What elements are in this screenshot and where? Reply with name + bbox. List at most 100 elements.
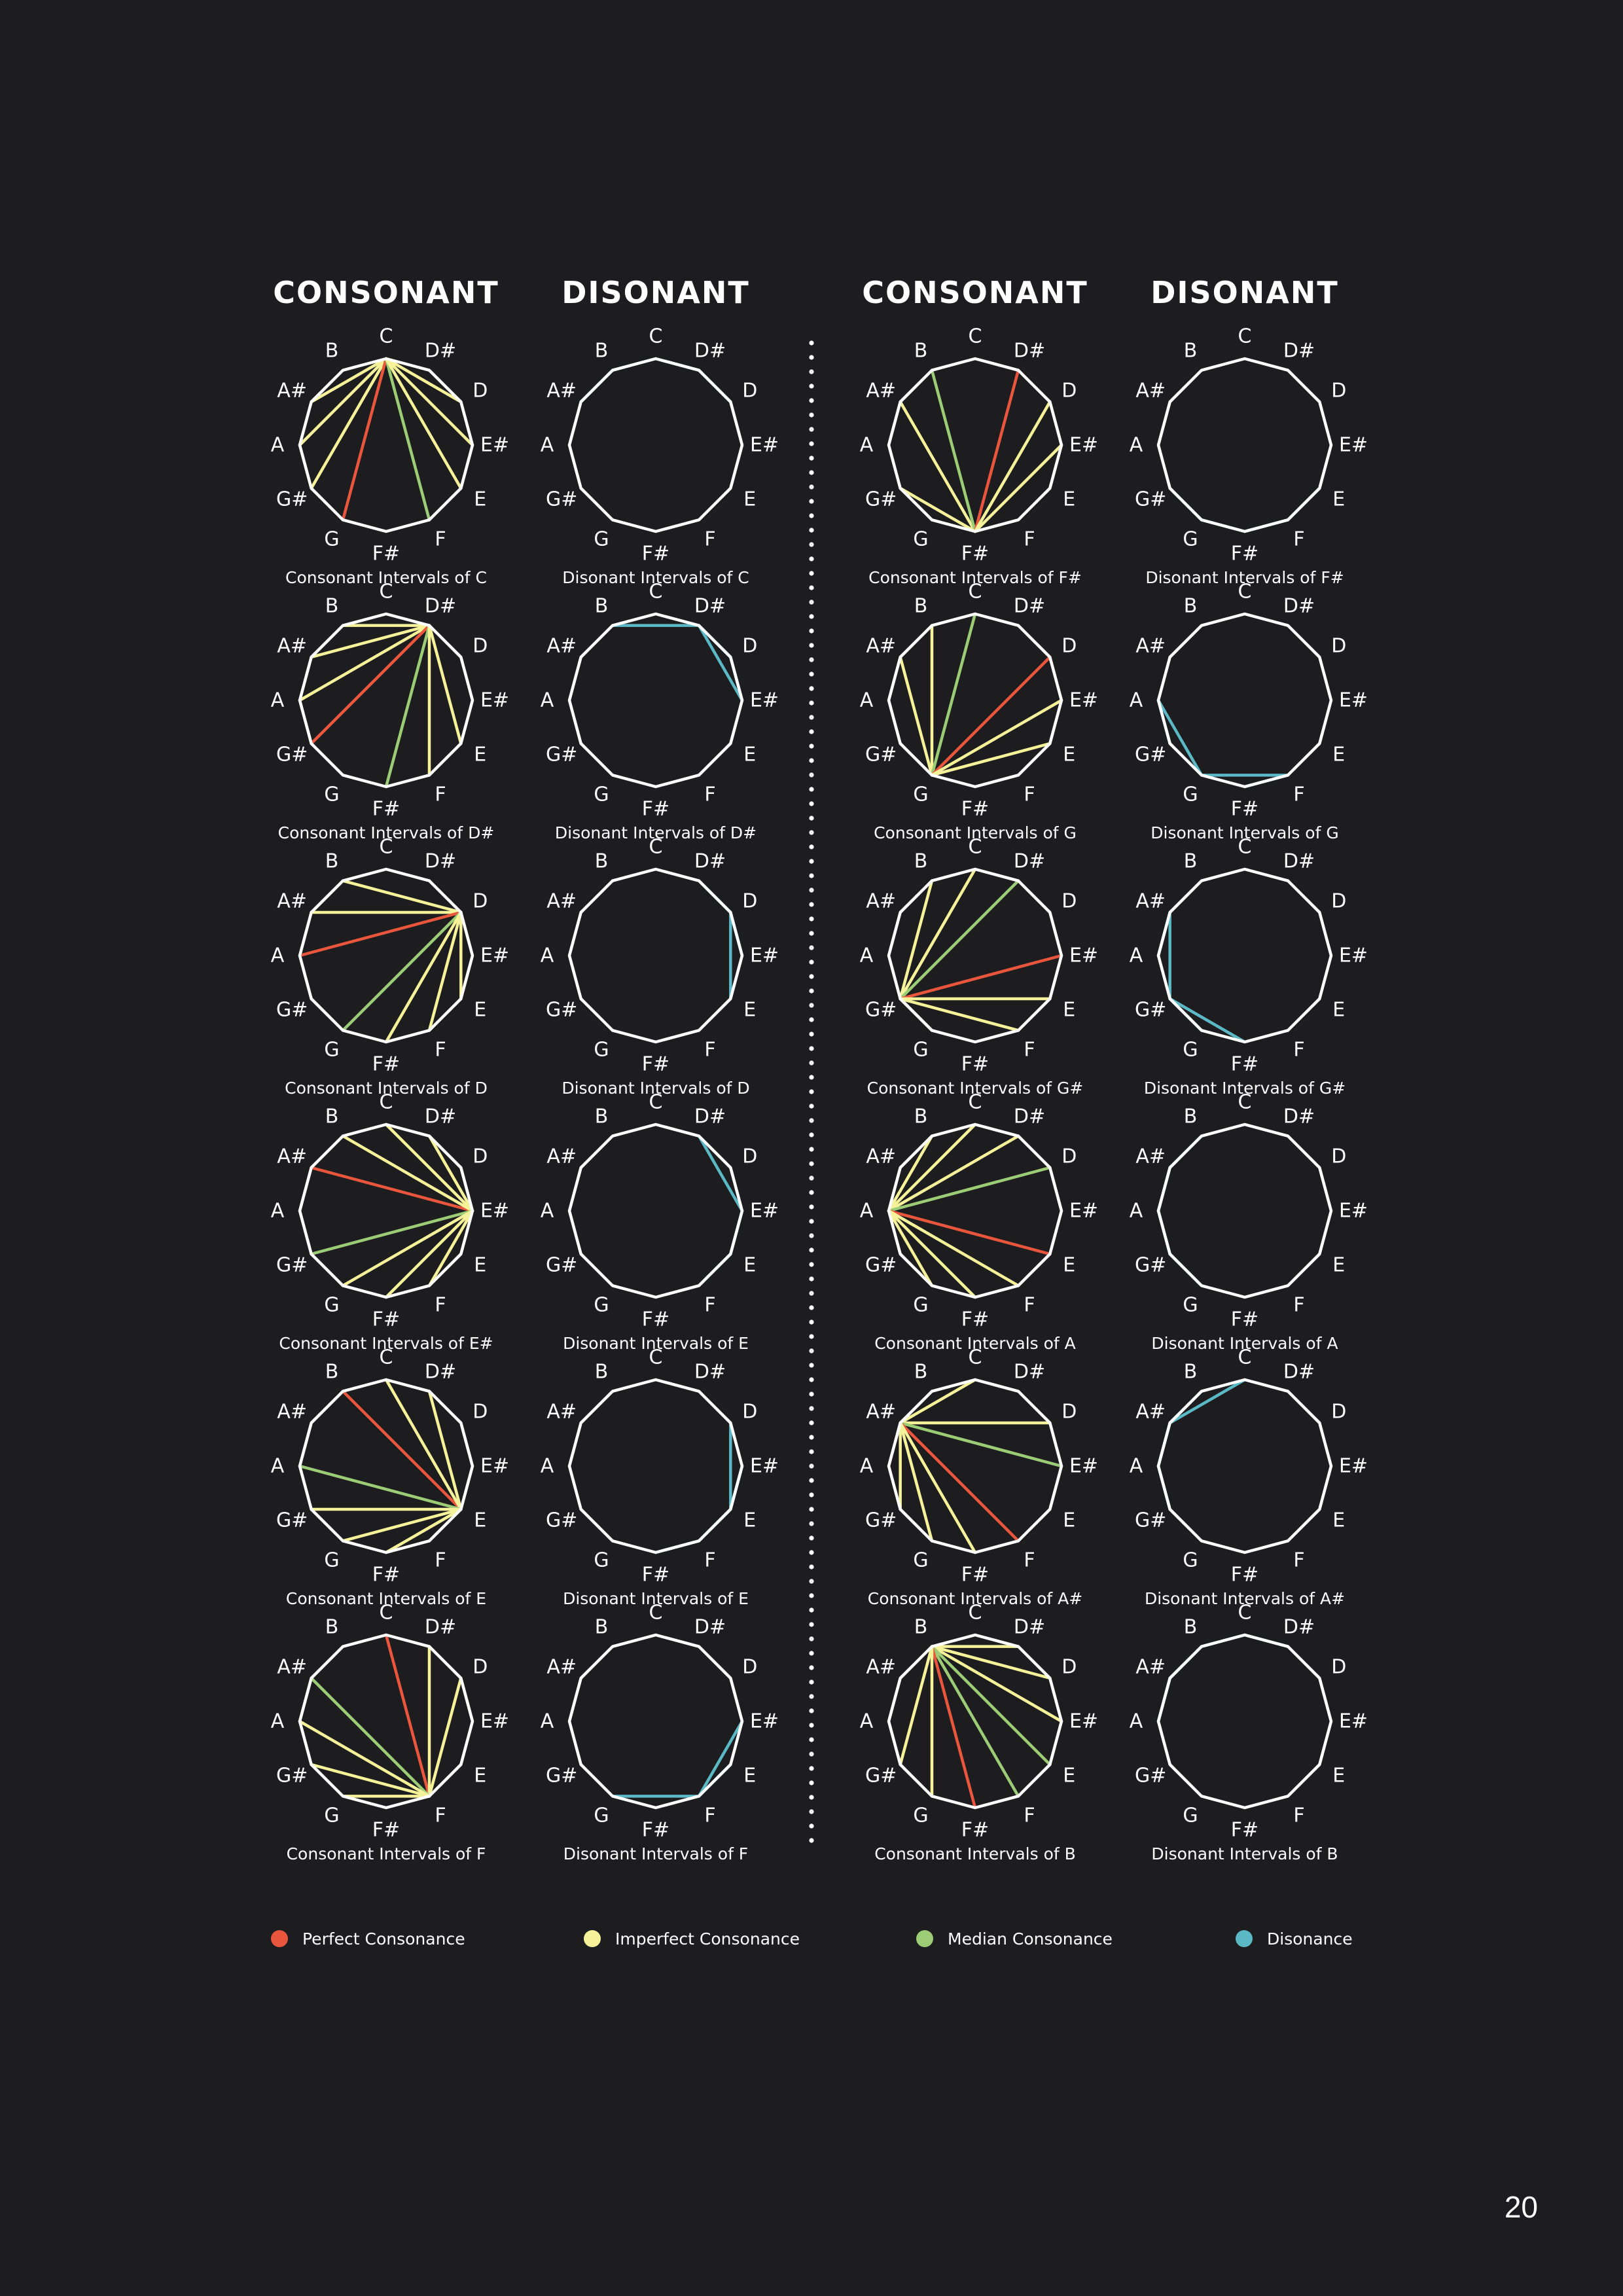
divider-dot — [809, 585, 814, 590]
note-label: D — [1061, 890, 1077, 913]
divider-dot — [809, 1377, 814, 1382]
legend-dot-disonance — [1236, 1930, 1253, 1947]
note-label: E# — [1069, 1710, 1098, 1733]
interval-line-imperfect — [887, 1209, 1020, 1287]
interval-line-imperfect — [887, 1122, 977, 1213]
note-label: C — [969, 1602, 982, 1624]
note-label: A# — [277, 635, 307, 658]
note-label: F — [1024, 1293, 1035, 1316]
note-label: E# — [480, 1710, 509, 1733]
interval-line-imperfect — [384, 357, 463, 404]
legend-label: Disonance — [1267, 1929, 1353, 1948]
dodecagon-outline — [887, 867, 1063, 1044]
divider-dot — [809, 1550, 814, 1555]
note-label: D# — [1014, 850, 1045, 873]
note-label: E — [1063, 999, 1075, 1022]
divider-dot — [809, 628, 814, 634]
note-label: A# — [1135, 1401, 1166, 1424]
note-label: E — [1332, 744, 1345, 766]
note-label: C — [649, 581, 663, 603]
divider-dot — [809, 1348, 814, 1354]
note-label: G# — [1135, 744, 1166, 766]
divider-dot — [809, 369, 814, 374]
note-label: A# — [546, 890, 577, 913]
divider-dot — [809, 1017, 814, 1022]
interval-line-median — [298, 1464, 463, 1511]
note-label: E — [743, 744, 756, 766]
note-label: A — [1130, 1455, 1143, 1478]
divider-dot — [809, 916, 814, 922]
diagram-caption: Consonant Intervals of E — [285, 1589, 487, 1608]
interval-line-imperfect — [384, 1209, 474, 1299]
divider-dot — [809, 528, 814, 533]
note-label: G# — [546, 744, 577, 766]
note-label: B — [595, 1616, 609, 1639]
interval-line-imperfect — [310, 1763, 431, 1798]
dodecagon-outline — [1156, 1122, 1333, 1299]
note-label: D — [742, 380, 757, 403]
note-label: F# — [1231, 1564, 1258, 1587]
note-label: E# — [1339, 434, 1368, 457]
note-label: E# — [1069, 1200, 1098, 1223]
note-label: D# — [425, 1105, 456, 1128]
interval-line-perfect — [887, 1209, 1052, 1256]
note-label: E# — [750, 434, 779, 457]
note-label: G — [1183, 783, 1198, 806]
note-label: E — [743, 488, 756, 511]
note-label: C — [969, 325, 982, 348]
divider-dot — [809, 945, 814, 950]
interval-line-imperfect — [384, 357, 474, 447]
note-label: D — [473, 635, 488, 658]
dodecagon-outline — [1156, 1378, 1333, 1554]
note-label: D# — [694, 850, 726, 873]
note-label: F# — [961, 543, 989, 565]
note-label: G — [913, 1038, 928, 1061]
note-label: E — [743, 1765, 756, 1787]
divider-dot — [809, 484, 814, 490]
note-label: G# — [276, 999, 308, 1022]
diagram-caption: Consonant Intervals of E# — [279, 1334, 493, 1353]
note-label: A — [271, 1710, 285, 1733]
divider-dot — [809, 1751, 814, 1757]
interval-line-imperfect — [899, 867, 977, 1001]
note-label: F# — [1231, 1053, 1258, 1076]
divider-dot — [809, 700, 814, 706]
dodecagon-outline — [567, 867, 744, 1044]
note-label: B — [1184, 595, 1198, 618]
dodecagon-outline — [298, 612, 474, 789]
interval-line-imperfect — [427, 910, 463, 1032]
note-label: A# — [1135, 1656, 1166, 1679]
note-label: F — [704, 1804, 715, 1827]
note-label: D — [1331, 635, 1346, 658]
interval-line-disonance — [1168, 997, 1247, 1044]
diagram-caption: Disonant Intervals of E — [563, 1589, 749, 1608]
note-label: B — [1184, 850, 1198, 873]
interval-line-median — [384, 357, 431, 522]
note-label: F — [704, 1549, 715, 1571]
note-label: D# — [1283, 1361, 1315, 1384]
note-label: B — [914, 340, 928, 363]
interval-line-imperfect — [341, 1209, 474, 1287]
interval-line-imperfect — [899, 1421, 934, 1543]
note-label: G# — [546, 488, 577, 511]
divider-dot — [809, 715, 814, 720]
note-label: E# — [1339, 1200, 1368, 1223]
note-label: G — [913, 1804, 928, 1827]
divider-dot — [809, 1161, 814, 1166]
note-label: E — [743, 1509, 756, 1532]
diagram-caption: Disonant Intervals of G — [1150, 823, 1339, 842]
interval-line-imperfect — [973, 443, 1063, 533]
note-label: A — [860, 1710, 874, 1733]
diagram-caption: Disonant Intervals of E — [563, 1334, 749, 1353]
note-label: B — [914, 850, 928, 873]
note-label: E# — [480, 689, 509, 712]
dodecagon-outline — [1156, 357, 1333, 533]
note-label: F# — [642, 1564, 669, 1587]
note-label: D# — [1283, 595, 1315, 618]
interval-diagram-22: C D# D E# E F F# G G# A A# B — [860, 1602, 1098, 1842]
note-label: E — [743, 999, 756, 1022]
legend-item-imperfect: Imperfect Consonance — [584, 1927, 800, 1950]
interval-line-perfect — [899, 1421, 1020, 1543]
divider-dot — [809, 340, 814, 346]
note-label: D# — [1014, 595, 1045, 618]
